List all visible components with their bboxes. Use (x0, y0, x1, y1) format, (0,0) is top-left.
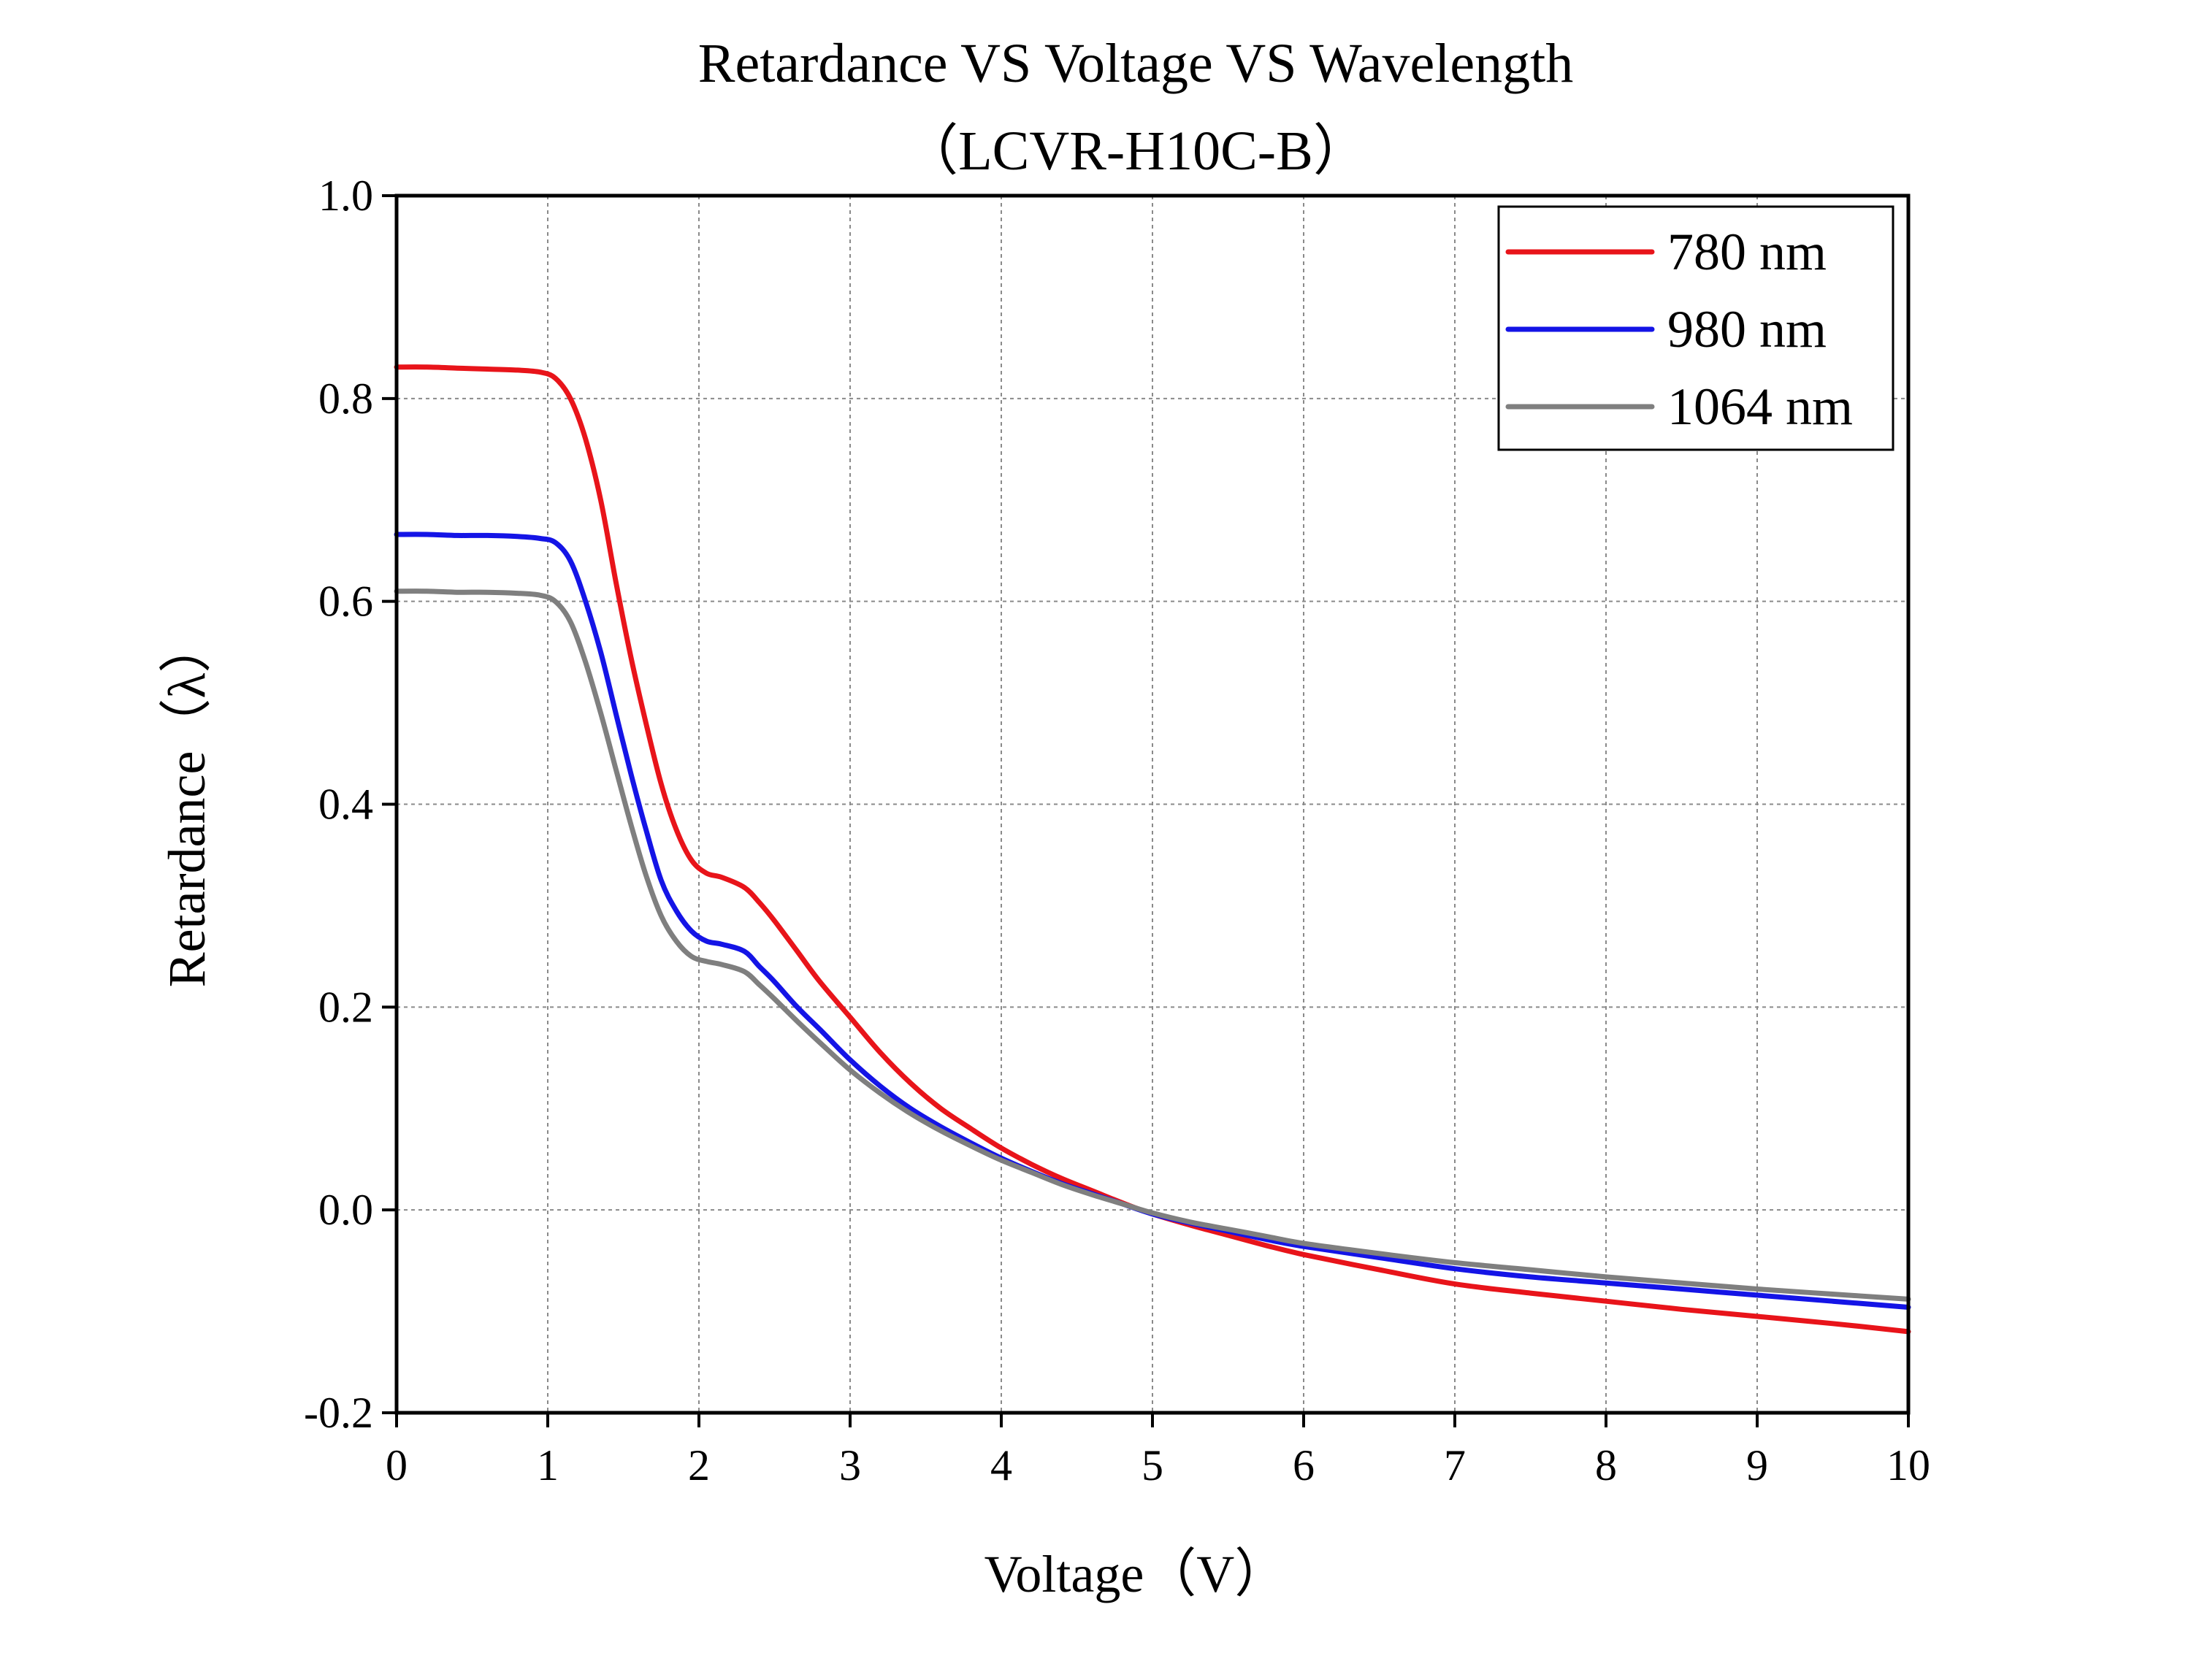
legend-label-780-nm: 780 nm (1667, 223, 1827, 281)
x-tick-label: 5 (1142, 1441, 1163, 1489)
x-tick-label: 4 (990, 1441, 1012, 1489)
y-tick-label: 0.0 (318, 1186, 373, 1234)
chart-title: Retardance VS Voltage VS Wavelength (698, 33, 1573, 94)
legend-label-980-nm: 980 nm (1667, 300, 1827, 358)
x-tick-label: 10 (1886, 1441, 1930, 1489)
series-line-1064-nm (394, 588, 1911, 1302)
x-tick-label: 9 (1746, 1441, 1768, 1489)
y-tick-label: 1.0 (318, 172, 373, 220)
legend: 780 nm 980 nm 1064 nm (1497, 205, 1894, 451)
series-line-780-nm (394, 364, 1911, 1335)
x-axis-label: Voltage（V） (984, 1545, 1288, 1603)
x-tick-label: 0 (386, 1441, 408, 1489)
chart-subtitle: （LCVR-H10C-B） (903, 120, 1369, 182)
x-tick-label: 2 (688, 1441, 710, 1489)
x-tick-label: 8 (1595, 1441, 1617, 1489)
y-tick-label: 0.8 (318, 375, 373, 423)
y-tick-label: -0.2 (304, 1389, 373, 1437)
grid (397, 196, 1908, 1413)
x-tick-label: 6 (1293, 1441, 1315, 1489)
legend-label-1064-nm: 1064 nm (1667, 377, 1853, 436)
series-lines (394, 364, 1911, 1335)
x-axis-ticks: 0 1 2 3 4 5 6 7 8 9 10 (386, 1413, 1930, 1489)
y-axis-ticks: -0.2 0.0 0.2 0.4 0.6 0.8 1.0 (304, 172, 397, 1437)
x-tick-label: 1 (537, 1441, 559, 1489)
x-tick-label: 7 (1444, 1441, 1466, 1489)
x-tick-label: 3 (839, 1441, 861, 1489)
series-line-980-nm (394, 532, 1911, 1310)
y-tick-label: 0.2 (318, 983, 373, 1031)
y-tick-label: 0.6 (318, 578, 373, 626)
y-axis-label: Retardance（λ） (158, 621, 216, 988)
y-tick-label: 0.4 (318, 780, 373, 829)
